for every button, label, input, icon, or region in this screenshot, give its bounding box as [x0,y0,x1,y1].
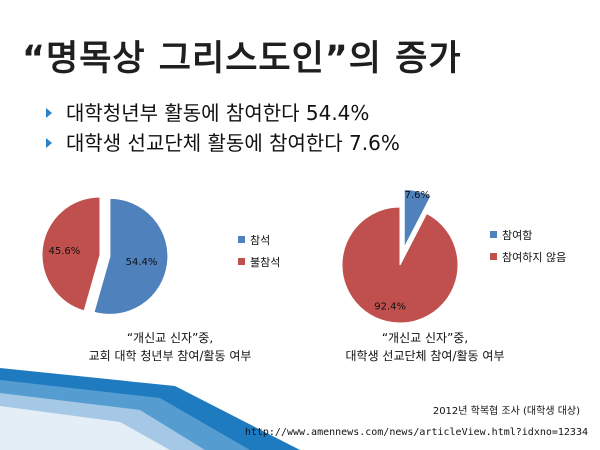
pie-slice-1 [403,189,432,248]
bullet-text: 대학생 선교단체 활동에 참여한다 7.6% [66,131,400,155]
pie-slice-1 [93,197,169,315]
legend-swatch [490,253,497,260]
legend-swatch [238,258,245,265]
slide-title: “명목상 그리스도인”의 증가 [22,39,462,79]
legend-label: 참석 [250,234,270,247]
pie-data-label: 54.4% [126,257,158,268]
pie-data-label: 45.6% [48,246,80,257]
chart-caption-2: “개신교 신자”중, 대학생 선교단체 참여/활동 여부 [300,329,550,365]
caption-line: 교회 대학 청년부 참여/활동 여부 [88,349,252,363]
bullet-list: 대학청년부 활동에 참여한다 54.4% 대학생 선교단체 활동에 참여한다 7… [46,98,586,158]
source-survey-note: 2012년 학복협 조사 (대학생 대상) [432,406,580,417]
legend-swatch [490,231,497,238]
bullet-arrow-icon [46,138,52,148]
legend-label: 참여하지 않음 [502,250,566,264]
bullet-item: 대학청년부 활동에 참여한다 54.4% [46,98,586,128]
pie-data-label: 92.4% [374,302,406,313]
legend-label: 참여함 [502,229,532,242]
bullet-item: 대학생 선교단체 활동에 참여한다 7.6% [46,128,586,158]
bullet-arrow-icon [46,108,52,118]
caption-line: “개신교 신자”중, [126,331,214,345]
caption-line: “개신교 신자”중, [381,331,469,345]
pie-slice-2 [41,196,101,312]
bullet-text: 대학청년부 활동에 참여한다 54.4% [66,101,370,125]
pie-data-label: 7.6% [405,190,430,201]
legend-swatch [238,236,245,243]
chart-caption-1: “개신교 신자”중, 교회 대학 청년부 참여/활동 여부 [45,329,295,365]
source-url[interactable]: http://www.amennews.com/news/articleView… [244,427,588,438]
pie-slice-2 [341,206,459,324]
caption-line: 대학생 선교단체 참여/활동 여부 [345,349,505,363]
legend-label: 불참석 [250,256,280,269]
